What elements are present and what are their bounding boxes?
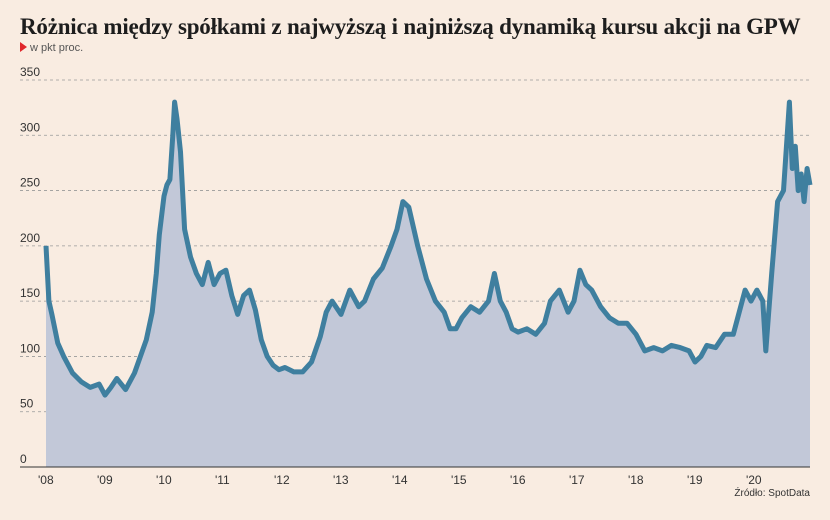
y-tick-label: 100 — [20, 341, 40, 355]
x-tick-label: '18 — [628, 473, 644, 487]
y-tick-label: 50 — [20, 397, 34, 411]
x-tick-label: '13 — [333, 473, 349, 487]
x-tick-label: '20 — [746, 473, 762, 487]
chart-subtitle: w pkt proc. — [20, 42, 83, 54]
y-tick-label: 300 — [20, 120, 40, 134]
y-tick-label: 250 — [20, 176, 40, 190]
y-tick-label: 200 — [20, 231, 40, 245]
y-tick-label: 350 — [20, 65, 40, 79]
series-line — [43, 99, 813, 398]
x-tick-label: '16 — [510, 473, 526, 487]
x-tick-label: '09 — [97, 473, 113, 487]
x-tick-label: '10 — [156, 473, 172, 487]
x-tick-label: '08 — [38, 473, 54, 487]
x-tick-label: '17 — [569, 473, 585, 487]
x-tick-label: '14 — [392, 473, 408, 487]
x-tick-label: '11 — [215, 473, 230, 487]
chart-title: Różnica między spółkami z najwyższą i na… — [20, 14, 801, 39]
x-tick-label: '12 — [274, 473, 290, 487]
y-tick-label: 150 — [20, 286, 40, 300]
source-note: Źródło: SpotData — [734, 488, 810, 499]
y-tick-label: 0 — [20, 452, 27, 466]
x-tick-label: '15 — [451, 473, 467, 487]
subtitle-text: w pkt proc. — [30, 42, 84, 54]
x-tick-label: '19 — [687, 473, 703, 487]
red-triangle-icon — [20, 42, 27, 52]
